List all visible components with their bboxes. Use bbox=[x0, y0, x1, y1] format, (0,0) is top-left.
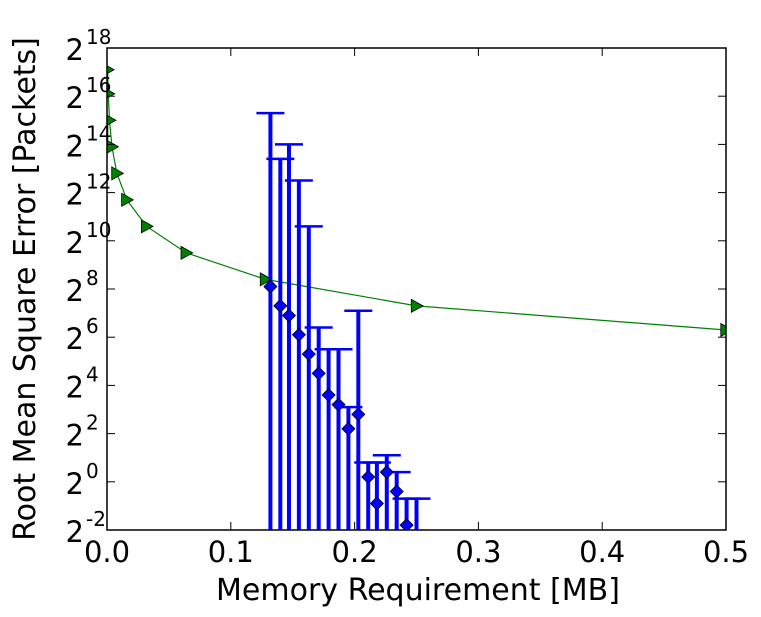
x-axis-label: Memory Requirement [MB] bbox=[216, 573, 620, 608]
series-line bbox=[107, 69, 726, 331]
data-point-diamond bbox=[410, 548, 423, 561]
data-point-triangle bbox=[410, 298, 424, 314]
x-tick-label: 0.2 bbox=[332, 535, 378, 569]
data-point-diamond bbox=[399, 518, 414, 530]
plot-frame bbox=[106, 47, 727, 531]
y-tick-label: 2 bbox=[66, 515, 84, 549]
y-tick-exponent: 12 bbox=[86, 170, 111, 194]
y-tick-label: 2 bbox=[66, 81, 84, 115]
y-tick-label: 2 bbox=[66, 467, 84, 501]
y-tick-label: 2 bbox=[66, 274, 84, 308]
data-point-triangle bbox=[180, 245, 194, 261]
y-tick-exponent: 2 bbox=[86, 411, 99, 435]
data-point-triangle bbox=[107, 65, 115, 75]
y-tick-label: 2 bbox=[66, 178, 84, 212]
y-tick-exponent: -2 bbox=[86, 507, 106, 531]
data-point-diamond bbox=[369, 496, 384, 511]
data-point-triangle bbox=[111, 166, 125, 181]
data-point-diamond bbox=[321, 387, 336, 403]
y-tick-label: 2 bbox=[66, 370, 84, 404]
data-point-diamond bbox=[281, 308, 297, 323]
data-point-triangle bbox=[141, 219, 154, 234]
y-tick-exponent: 8 bbox=[86, 266, 99, 290]
y-tick-exponent: 10 bbox=[86, 218, 111, 242]
data-point-triangle bbox=[107, 139, 120, 154]
data-point-diamond bbox=[341, 421, 356, 436]
series-layer bbox=[107, 65, 726, 561]
y-tick-label: 2 bbox=[66, 226, 84, 260]
x-tick-label: 0.3 bbox=[455, 535, 501, 569]
y-tick-exponent: 0 bbox=[86, 459, 99, 483]
series-1 bbox=[256, 111, 431, 561]
tick-label-layer: 0.0 0.1 0.2 0.3 0.4 0.52 -22 02 22 42 62 82 102 122 14… bbox=[66, 25, 750, 569]
x-tick-label: 0.4 bbox=[579, 535, 625, 569]
data-point-triangle bbox=[259, 272, 273, 287]
data-point-diamond bbox=[361, 469, 376, 485]
data-point-diamond bbox=[331, 397, 346, 412]
data-point-diamond bbox=[379, 465, 394, 480]
x-tick-label: 0.5 bbox=[703, 535, 749, 569]
y-tick-exponent: 4 bbox=[86, 362, 99, 386]
data-point-diamond bbox=[389, 484, 404, 499]
data-point-triangle bbox=[107, 114, 117, 126]
y-tick-label: 2 bbox=[66, 33, 84, 67]
data-point-diamond bbox=[273, 298, 288, 313]
y-tick-exponent: 18 bbox=[86, 25, 111, 49]
y-tick-label: 2 bbox=[66, 129, 84, 163]
data-point-diamond bbox=[301, 347, 316, 362]
y-tick-exponent: 16 bbox=[86, 73, 111, 97]
y-tick-exponent: 14 bbox=[86, 121, 111, 145]
data-point-diamond bbox=[311, 366, 326, 381]
x-tick-label: 0.0 bbox=[84, 535, 130, 569]
y-tick-label: 2 bbox=[66, 322, 84, 356]
y-tick-exponent: 6 bbox=[86, 314, 99, 338]
data-point-diamond bbox=[351, 407, 366, 422]
data-point-triangle bbox=[121, 192, 135, 208]
data-point-triangle bbox=[720, 322, 726, 338]
x-tick-label: 0.1 bbox=[208, 535, 254, 569]
y-axis-label: Root Mean Square Error [Packets] bbox=[8, 37, 43, 541]
data-point-diamond bbox=[263, 279, 278, 294]
y-tick-label: 2 bbox=[66, 419, 84, 453]
tick-layer bbox=[106, 47, 727, 531]
data-point-diamond bbox=[291, 327, 306, 342]
series-0 bbox=[107, 65, 726, 338]
